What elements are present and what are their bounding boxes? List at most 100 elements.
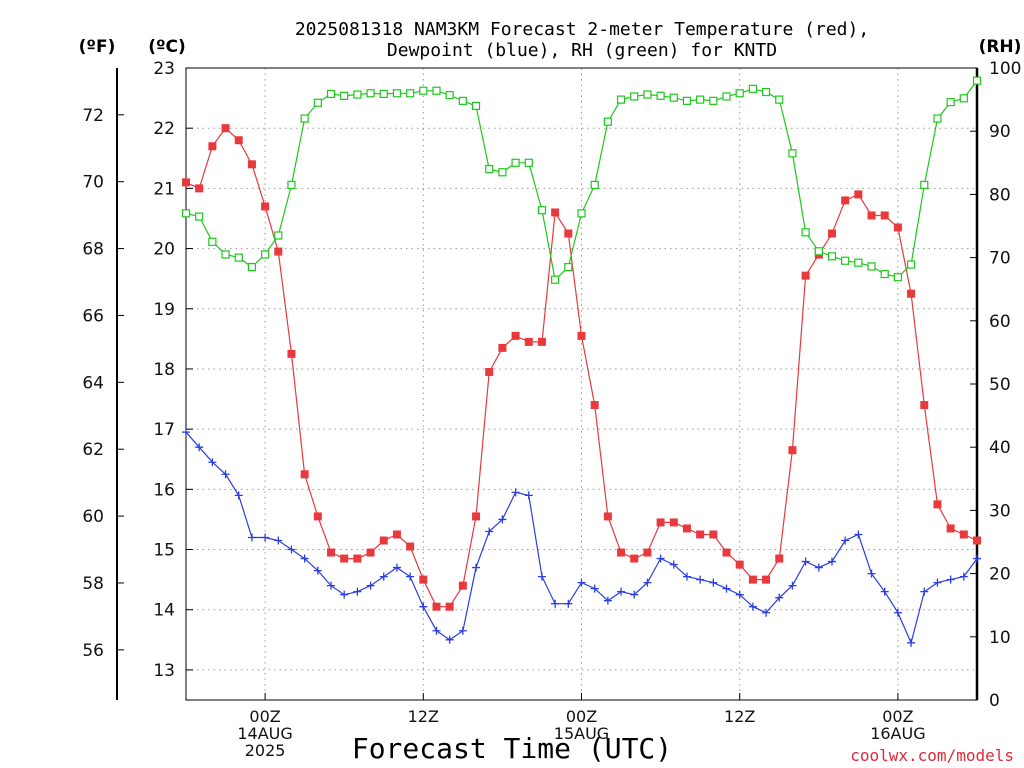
rh-point (959, 94, 968, 103)
dewpoint-point (603, 596, 612, 605)
temperature-point (643, 548, 652, 557)
temperature-point (920, 401, 929, 410)
rh-point (748, 84, 757, 93)
rh-point (880, 269, 889, 279)
x-tick-label: 2025 (245, 741, 286, 760)
dewpoint-point (327, 581, 336, 590)
dewpoint-point (841, 536, 850, 545)
celsius-tick-label: 16 (153, 480, 175, 500)
temperature-point (933, 500, 942, 509)
rh-point (709, 96, 718, 105)
celsius-unit-label: (ºC) (148, 37, 186, 57)
temperature-point (577, 331, 586, 340)
fahrenheit-unit-label: (ºF) (79, 37, 116, 57)
temperature-point (432, 602, 441, 611)
temperature-point (762, 575, 771, 584)
dewpoint-point (907, 638, 916, 647)
dewpoint-point (643, 578, 652, 587)
rh-tick-label: 80 (989, 185, 1011, 205)
rh-tick-label: 100 (989, 59, 1021, 79)
dewpoint-point (590, 584, 599, 593)
rh-point (366, 89, 375, 98)
temperature-point (208, 142, 217, 151)
rh-point (458, 96, 467, 105)
rh-point (603, 117, 612, 126)
rh-point (300, 114, 309, 123)
dewpoint-point (551, 599, 560, 608)
dewpoint-point (696, 575, 705, 584)
rh-point (669, 93, 678, 102)
rh-tick-label: 90 (989, 122, 1011, 142)
temperature-point (261, 202, 270, 211)
tick-labels: 13 14 15 16 17 18 19 20 21 22 23 56 58 60 62 64 66 68 70 72… (82, 59, 1021, 760)
rh-tick-label: 60 (989, 312, 1011, 332)
rh-tick-label: 0 (989, 691, 1000, 711)
x-tick-label: 00Z (882, 707, 913, 726)
dewpoint-point (854, 530, 863, 539)
rh-point (261, 250, 270, 259)
dewpoint-point (617, 587, 626, 596)
credit-link[interactable]: coolwx.com/models (850, 746, 1014, 765)
dewpoint-point (946, 575, 955, 584)
temperature-point (656, 518, 665, 527)
x-tick-label: 00Z (566, 707, 597, 726)
temperature-point (827, 229, 836, 238)
series-rh (181, 76, 982, 284)
rh-point (827, 252, 837, 261)
fahrenheit-tick-label: 66 (82, 306, 104, 326)
dewpoint-point (182, 428, 190, 437)
temperature-point (603, 512, 612, 521)
temperature-point (775, 554, 784, 563)
dewpoint-point (261, 533, 270, 542)
rh-tick-label: 50 (989, 375, 1011, 395)
temperature-point (511, 331, 520, 340)
temperature-point (366, 548, 375, 557)
temperature-point (353, 554, 362, 563)
rh-point (524, 158, 533, 167)
dewpoint-point (827, 557, 836, 566)
data-series (181, 76, 982, 647)
temperature-point (498, 343, 507, 352)
temperature-point (893, 223, 902, 232)
celsius-tick-label: 14 (153, 601, 175, 621)
celsius-tick-label: 17 (153, 420, 175, 440)
celsius-tick-label: 22 (153, 119, 175, 139)
temperature-point (300, 470, 309, 479)
rh-point (893, 273, 903, 282)
rh-point (392, 89, 402, 98)
fahrenheit-tick-label: 70 (82, 173, 104, 193)
rh-tick-label: 20 (989, 565, 1011, 585)
temperature-point (195, 184, 204, 193)
dewpoint-point (656, 554, 665, 563)
rh-point (775, 95, 784, 104)
rh-point (551, 275, 560, 284)
dewpoint-point (392, 563, 401, 572)
x-tick-label: 12Z (408, 707, 439, 726)
dewpoint-point (287, 545, 296, 554)
dewpoint-point (432, 626, 441, 635)
rh-point (920, 180, 929, 190)
rh-point (181, 209, 191, 218)
rh-point (498, 168, 507, 177)
temperature-point (472, 512, 481, 521)
rh-point (419, 86, 428, 95)
rh-point (722, 92, 731, 101)
temperature-point (801, 271, 810, 280)
dewpoint-point (419, 602, 428, 611)
series-temperature (182, 124, 981, 611)
rh-point (221, 250, 230, 259)
rh-point (906, 260, 916, 269)
dewpoint-point (300, 554, 309, 563)
rh-point (788, 149, 797, 158)
dewpoint-point (208, 458, 217, 467)
rh-point (761, 87, 771, 97)
rh-point (274, 231, 283, 240)
rh-tick-label: 10 (989, 628, 1011, 648)
series-dewpoint (182, 428, 981, 647)
fahrenheit-tick-label: 56 (82, 641, 104, 661)
fahrenheit-tick-label: 58 (82, 574, 104, 594)
temperature-point (419, 575, 428, 584)
temperature-point (722, 548, 731, 557)
temperature-point (946, 524, 955, 533)
